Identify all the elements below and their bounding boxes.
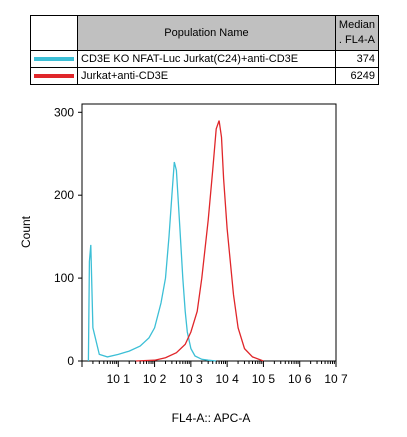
series-line-0 bbox=[87, 161, 217, 362]
y-tick-label: 300 bbox=[54, 105, 74, 119]
x-tick-label: 10 5 bbox=[252, 372, 276, 386]
y-tick-label: 100 bbox=[54, 271, 74, 285]
legend-median-value: 6249 bbox=[334, 67, 380, 85]
x-tick-label: 10 1 bbox=[107, 372, 131, 386]
legend-row: Jurkat+anti-CD3E 6249 bbox=[30, 67, 380, 85]
legend-table: Population Name Median . FL4-A CD3E KO N… bbox=[30, 15, 380, 85]
legend-header-median: Median . FL4-A bbox=[334, 15, 380, 51]
x-tick-label: 10 2 bbox=[143, 372, 167, 386]
legend-swatch-red bbox=[34, 74, 74, 78]
x-tick-label: 10 4 bbox=[215, 372, 239, 386]
legend-header-blank bbox=[30, 15, 78, 51]
legend-swatch-cell bbox=[30, 50, 78, 68]
legend-population-name: Jurkat+anti-CD3E bbox=[77, 67, 336, 85]
series-line-1 bbox=[135, 120, 264, 362]
plot-frame bbox=[81, 103, 337, 362]
y-tick-label: 200 bbox=[54, 188, 74, 202]
x-axis: 10 1 10 2 10 3 10 4 10 5 10 6 10 7 bbox=[81, 361, 348, 386]
y-tick-label: 0 bbox=[67, 354, 74, 368]
legend-swatch-cyan bbox=[34, 57, 74, 61]
y-axis-label: Count bbox=[19, 215, 33, 248]
legend-swatch-cell bbox=[30, 67, 78, 85]
x-tick-label: 10 3 bbox=[179, 372, 203, 386]
x-axis-label: FL4-A:: APC-A bbox=[172, 411, 251, 425]
x-tick-label: 10 6 bbox=[288, 372, 312, 386]
series-curves bbox=[87, 120, 264, 362]
y-axis: 0 100 200 300 bbox=[54, 105, 82, 368]
x-tick-label: 10 7 bbox=[324, 372, 348, 386]
